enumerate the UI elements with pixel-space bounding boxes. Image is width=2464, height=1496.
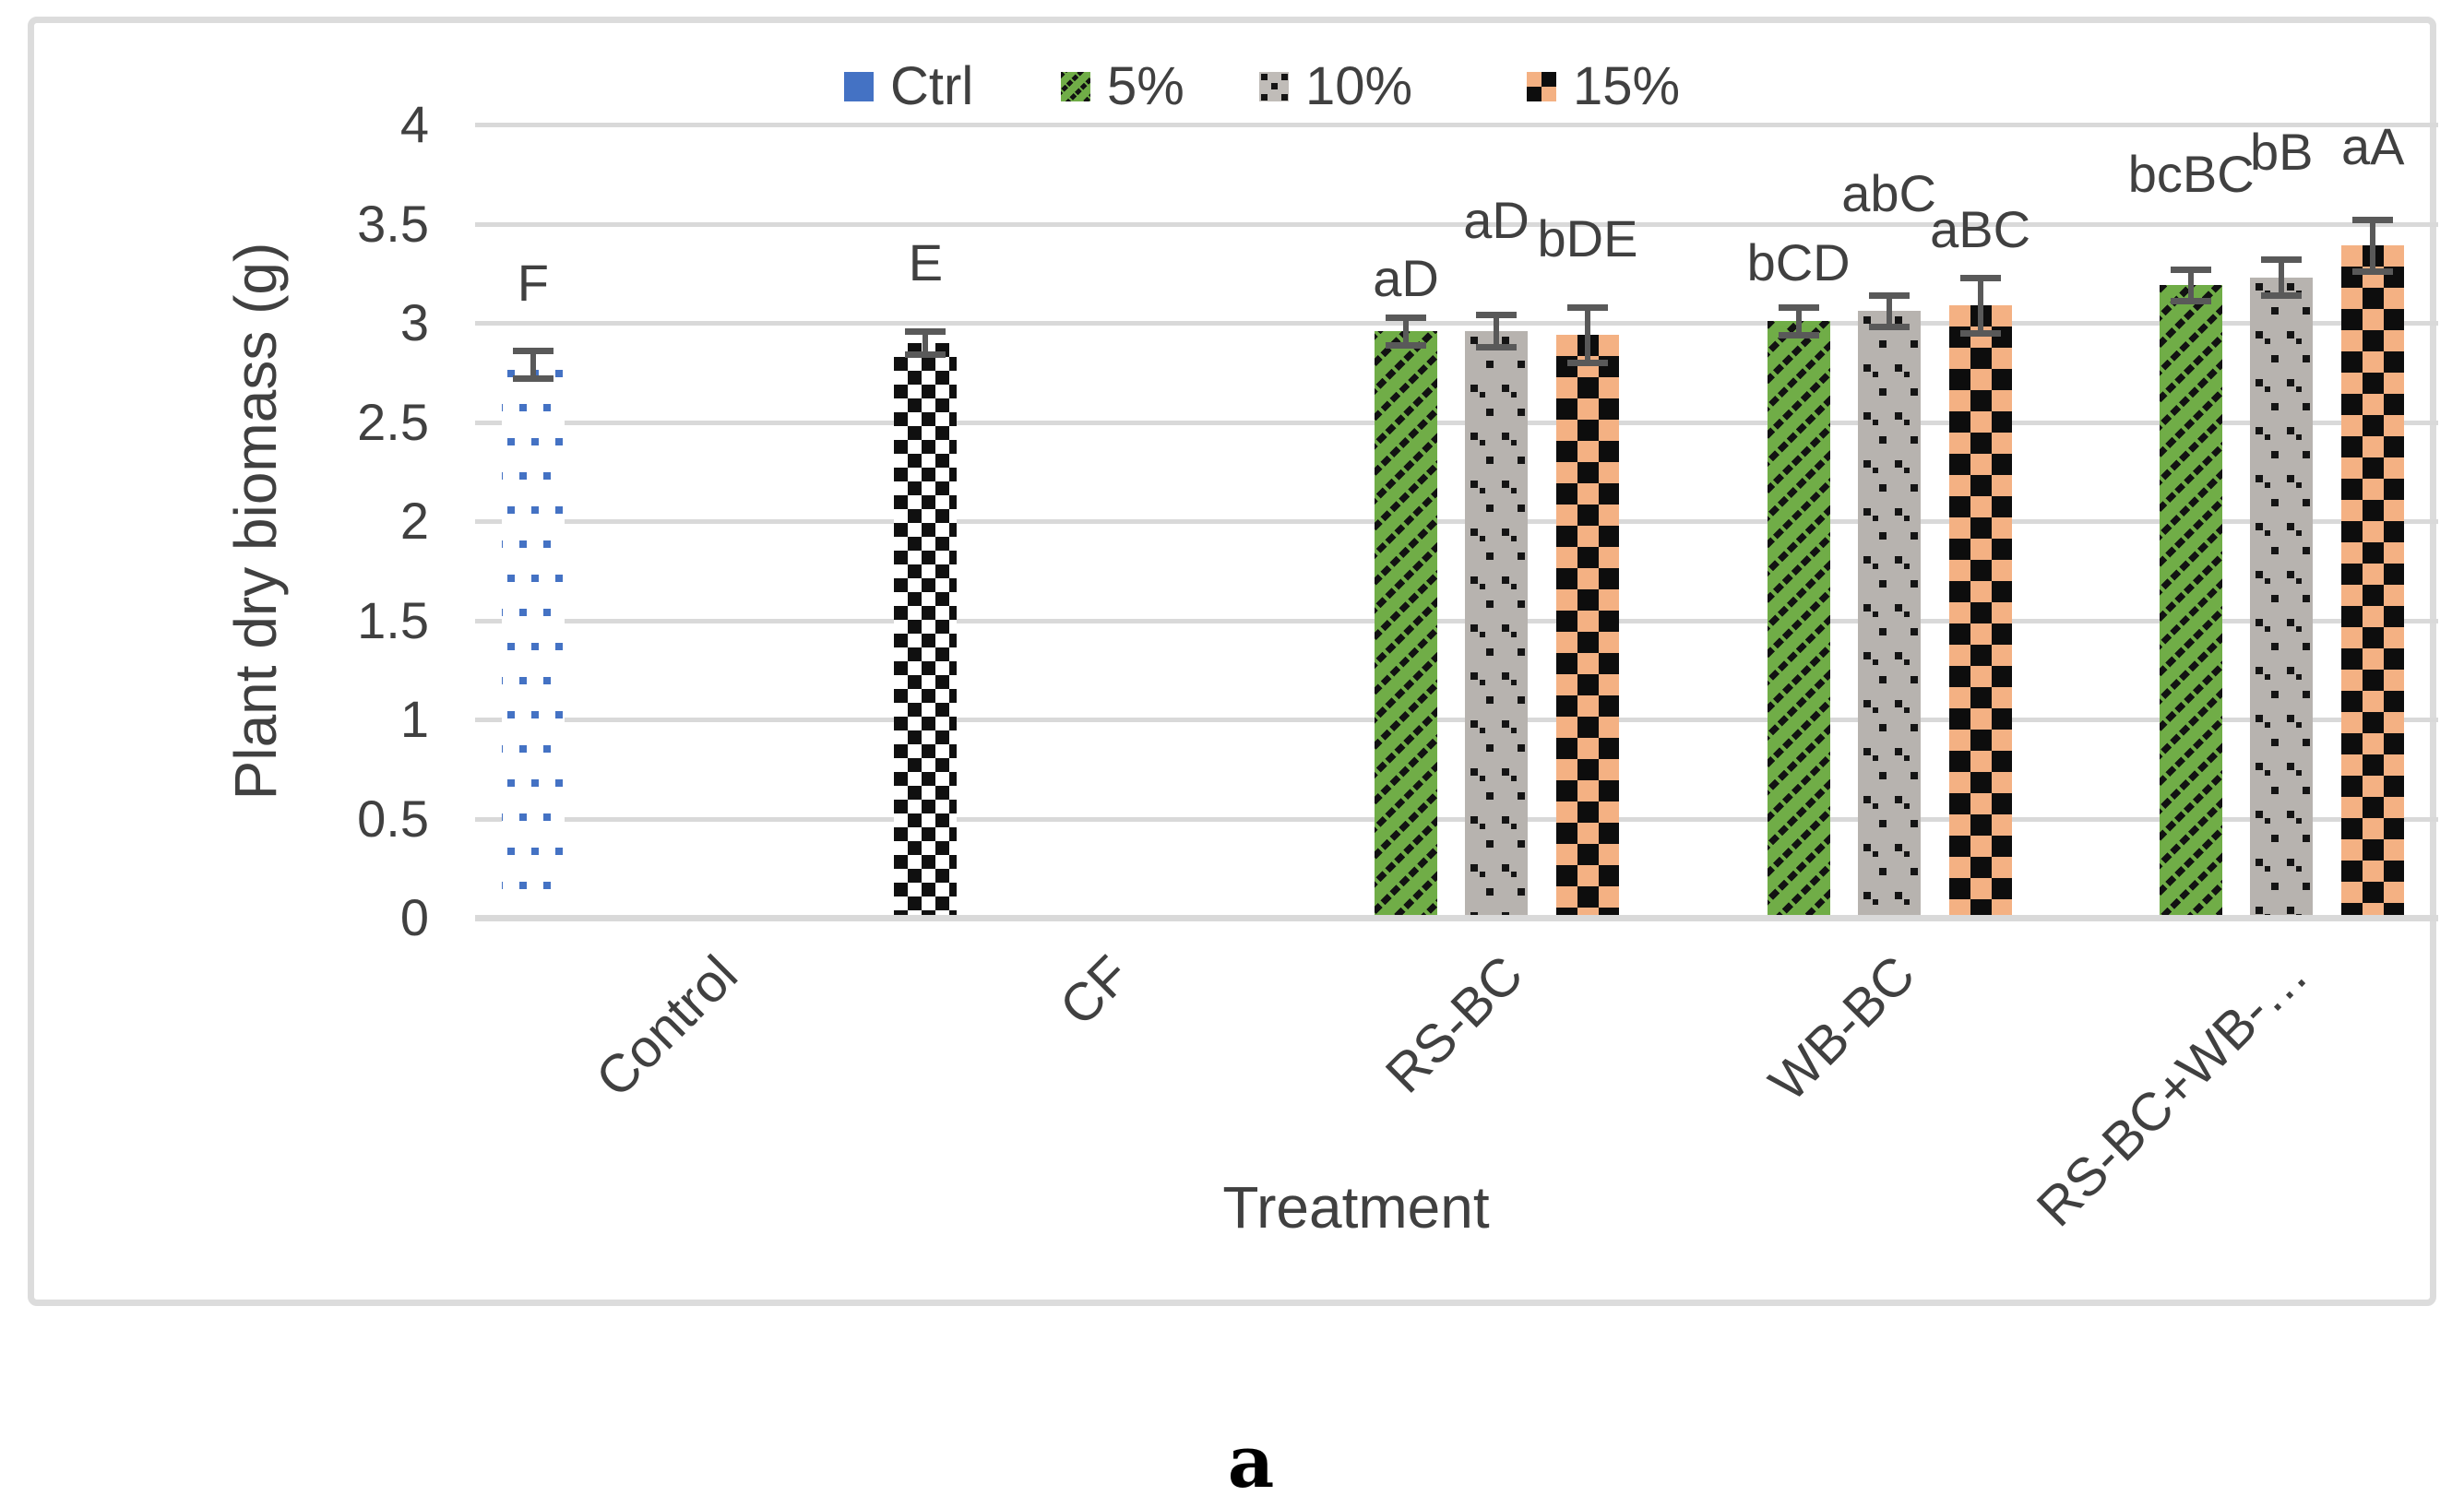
y-tick-label: 1.5 bbox=[357, 590, 429, 649]
bar-RSBCWB-10pct bbox=[2250, 277, 2314, 918]
y-tick-label: 0.5 bbox=[357, 789, 429, 848]
y-tick-label: 4 bbox=[399, 95, 429, 153]
error-bar-cap bbox=[2171, 266, 2212, 273]
significance-label: aA bbox=[2340, 117, 2405, 175]
error-bar-cap bbox=[512, 375, 554, 383]
error-bar-cap bbox=[1868, 324, 1910, 331]
bar-WBBC-5pct bbox=[1767, 320, 1830, 918]
significance-label: F bbox=[517, 254, 549, 312]
gridline bbox=[475, 718, 2438, 722]
error-bar-cap bbox=[1778, 303, 1819, 311]
significance-label: aD bbox=[1463, 191, 1530, 249]
chart-border bbox=[28, 17, 2436, 1306]
error-bar-line bbox=[1403, 316, 1409, 345]
legend-item-10pct: 10% bbox=[1259, 57, 1412, 116]
error-bar-cap bbox=[905, 351, 946, 359]
y-tick-label: 1 bbox=[399, 690, 429, 748]
error-bar-line bbox=[1585, 306, 1590, 362]
error-bar-cap bbox=[1959, 274, 2001, 281]
error-bar-cap bbox=[1778, 331, 1819, 338]
significance-label: bcBC bbox=[2127, 145, 2255, 203]
significance-label: E bbox=[908, 233, 944, 291]
error-bar-line bbox=[923, 330, 929, 355]
error-bar-line bbox=[1886, 294, 1892, 327]
bar-RSBC-10pct bbox=[1465, 330, 1528, 918]
significance-label: aD bbox=[1373, 249, 1439, 307]
error-bar-cap bbox=[2261, 291, 2303, 299]
significance-label: bDE bbox=[1537, 209, 1638, 267]
significance-label: aBC bbox=[1930, 200, 2031, 258]
bar-CF-Ctrl bbox=[894, 342, 958, 918]
gridline bbox=[475, 618, 2438, 623]
gridline bbox=[475, 420, 2438, 425]
legend-label: 15% bbox=[1573, 56, 1681, 116]
error-bar-cap bbox=[1567, 360, 1608, 366]
legend-item-5pct: 5% bbox=[1061, 57, 1184, 116]
bar-RSBCWB-5pct bbox=[2160, 285, 2223, 918]
gridline bbox=[475, 321, 2438, 326]
legend-swatch-icon bbox=[1259, 72, 1289, 101]
legend-item-15pct: 15% bbox=[1527, 57, 1680, 116]
bar-RSBC-15pct bbox=[1556, 334, 1619, 918]
error-bar-line bbox=[1795, 306, 1802, 335]
error-bar-cap bbox=[1476, 343, 1517, 350]
x-axis-line bbox=[475, 915, 2438, 921]
error-bar-cap bbox=[2352, 268, 2394, 276]
error-bar-cap bbox=[905, 327, 946, 335]
gridline bbox=[475, 221, 2438, 227]
y-tick-label: 3 bbox=[399, 293, 429, 351]
legend-swatch-icon bbox=[1061, 72, 1090, 101]
significance-label: bCD bbox=[1746, 233, 1851, 291]
error-bar-cap bbox=[2261, 256, 2303, 264]
error-bar-cap bbox=[2171, 298, 2212, 305]
error-bar-line bbox=[1494, 315, 1499, 347]
error-bar-line bbox=[1977, 277, 1983, 333]
y-tick-label: 0 bbox=[399, 888, 429, 946]
error-bar-cap bbox=[512, 348, 554, 355]
error-bar-cap bbox=[1476, 312, 1517, 319]
x-axis-title: Treatment bbox=[1222, 1174, 1490, 1241]
legend-label: Ctrl bbox=[890, 56, 974, 116]
bar-WBBC-10pct bbox=[1857, 311, 1921, 918]
error-bar-line bbox=[2370, 220, 2376, 272]
gridline bbox=[475, 519, 2438, 524]
bar-Control-Ctrl bbox=[501, 364, 565, 918]
error-bar-cap bbox=[2352, 217, 2394, 224]
y-axis-title: Plant dry biomass (g) bbox=[222, 242, 289, 801]
y-tick-label: 2.5 bbox=[357, 392, 429, 451]
legend-label: 5% bbox=[1107, 56, 1184, 116]
significance-label: abC bbox=[1841, 164, 1936, 222]
error-bar-line bbox=[2188, 268, 2195, 302]
error-bar-cap bbox=[1386, 341, 1426, 349]
gridline bbox=[475, 816, 2438, 822]
bar-RSBC-5pct bbox=[1375, 330, 1437, 918]
y-tick-label: 3.5 bbox=[357, 194, 429, 253]
error-bar-cap bbox=[1959, 329, 2001, 337]
legend-item-Ctrl: Ctrl bbox=[844, 57, 973, 116]
error-bar-cap bbox=[1567, 303, 1608, 311]
error-bar-cap bbox=[1868, 291, 1910, 299]
legend-swatch-icon bbox=[844, 72, 874, 101]
y-tick-label: 2 bbox=[399, 492, 429, 550]
gridline bbox=[475, 123, 2438, 127]
bar-WBBC-15pct bbox=[1948, 304, 2012, 918]
error-bar-line bbox=[2279, 259, 2285, 295]
legend-swatch-icon bbox=[1527, 72, 1556, 101]
error-bar-cap bbox=[1386, 314, 1426, 321]
bar-RSBCWB-15pct bbox=[2341, 245, 2405, 918]
significance-label: bB bbox=[2249, 123, 2314, 181]
error-bar-line bbox=[530, 350, 536, 379]
legend-label: 10% bbox=[1305, 56, 1413, 116]
figure-caption: a bbox=[1227, 1420, 1275, 1496]
